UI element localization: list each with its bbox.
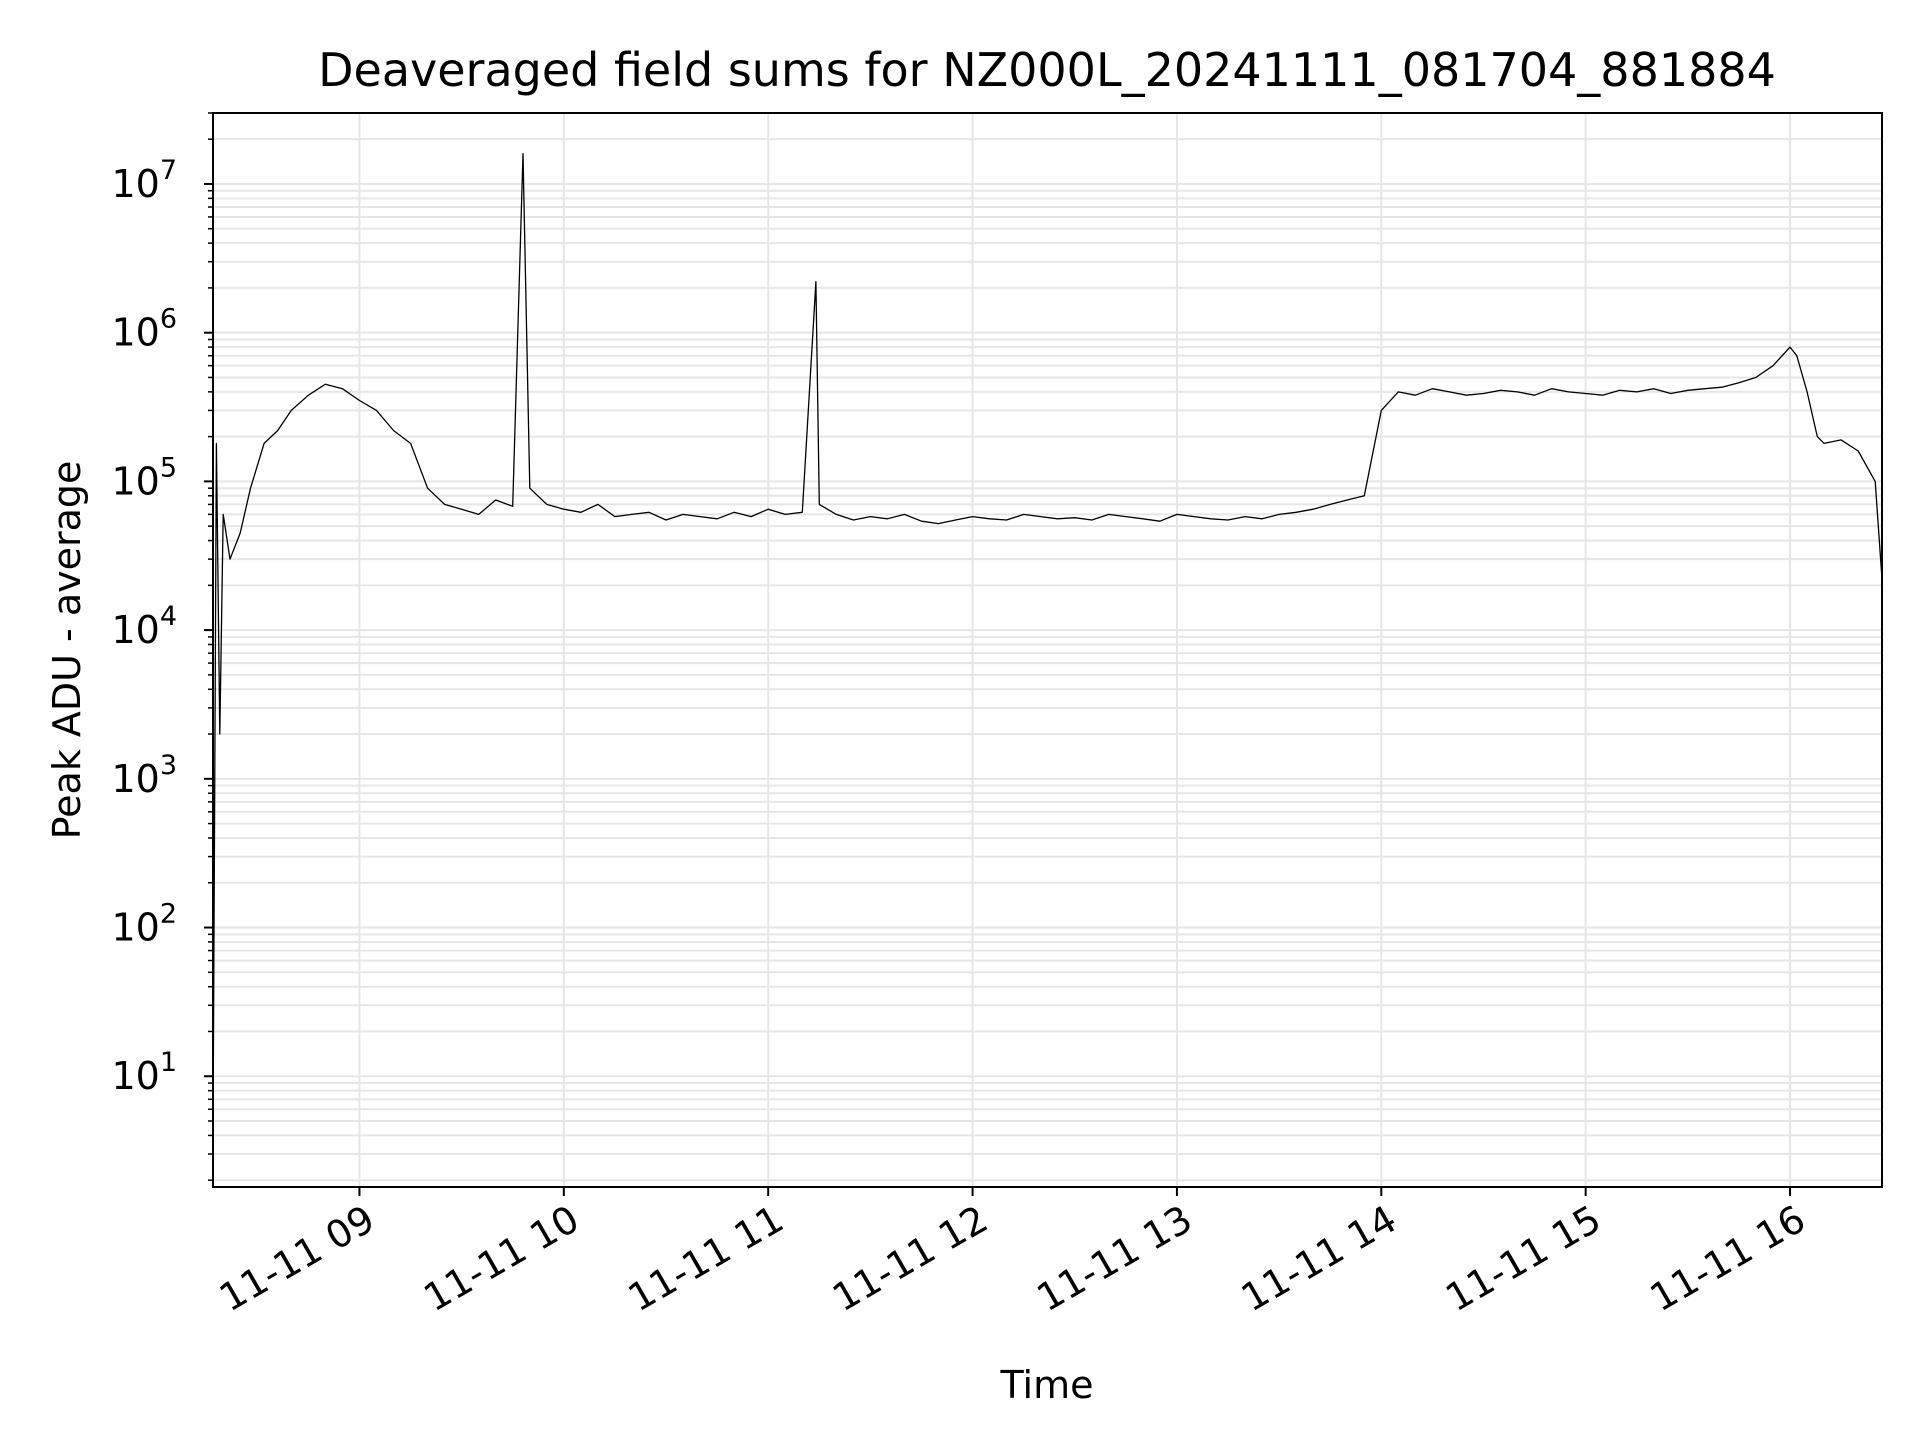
major-y-gridlines bbox=[213, 182, 1882, 1078]
series-line bbox=[213, 152, 1882, 1139]
y-axis-label: Peak ADU - average bbox=[45, 461, 89, 840]
y-tick-label: 104 bbox=[111, 601, 177, 652]
chart-title: Deaveraged field sums for NZ000L_2024111… bbox=[318, 43, 1776, 97]
x-gridlines bbox=[358, 113, 1792, 1187]
plot-frame bbox=[212, 112, 1883, 1188]
y-tick-label: 105 bbox=[111, 452, 177, 503]
x-axis-label: Time bbox=[1000, 1363, 1094, 1407]
